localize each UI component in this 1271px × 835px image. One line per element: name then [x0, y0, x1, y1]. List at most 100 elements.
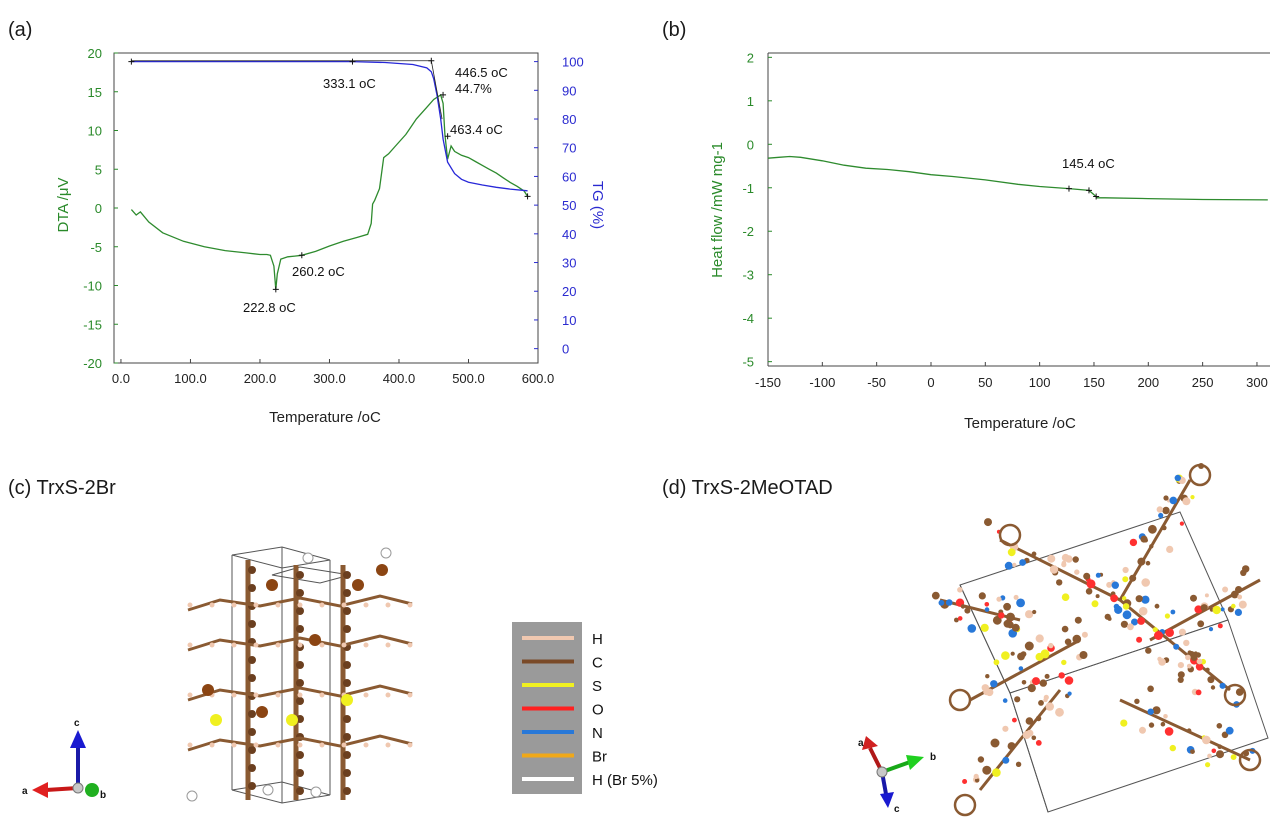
alkyl-chain [187, 634, 413, 652]
atom [977, 756, 985, 763]
atom [343, 769, 351, 777]
atom [1177, 671, 1185, 679]
atom [1238, 600, 1247, 609]
h-atom [363, 642, 369, 648]
atom [984, 607, 990, 612]
h-atom-large [380, 547, 392, 559]
b-ytick-label: 0 [747, 137, 754, 152]
annot-222: 222.8 oC [243, 300, 296, 315]
atom [248, 710, 256, 718]
b-xtick-label: 200 [1137, 375, 1159, 390]
atom [1014, 696, 1021, 703]
legend-label: H [592, 631, 603, 648]
atom [960, 604, 966, 609]
h-atom [187, 642, 193, 648]
h-atom [209, 602, 215, 608]
atom [1055, 707, 1064, 717]
atom [343, 787, 351, 795]
atom [1001, 651, 1010, 660]
atom [1230, 754, 1237, 760]
atom [984, 518, 992, 527]
br-atom [309, 634, 321, 646]
a-y2tick-label: 100 [562, 55, 584, 70]
phenyl-ring [1188, 463, 1212, 487]
atom [1129, 574, 1137, 582]
atom [1148, 524, 1157, 534]
atom [1122, 596, 1127, 601]
atom [248, 656, 256, 664]
atom [1061, 625, 1069, 633]
atom [1183, 639, 1190, 647]
a-ytick-label: 5 [95, 162, 102, 177]
event-marker [428, 57, 435, 64]
atom [1177, 676, 1184, 684]
atom [1114, 605, 1123, 615]
legend-label: C [592, 655, 603, 672]
atom [1065, 555, 1073, 563]
a-ytick-label: -10 [83, 279, 102, 294]
atom [1194, 605, 1203, 614]
atom [1043, 697, 1048, 703]
atom [1095, 594, 1100, 599]
h-atom [319, 692, 325, 698]
atom [1190, 749, 1195, 754]
atom [1091, 600, 1099, 608]
atom [1221, 731, 1229, 739]
atom [1152, 706, 1161, 715]
crystal-structure-d: a b c [858, 463, 1269, 817]
event-marker [1093, 193, 1100, 200]
atom [248, 782, 256, 790]
atom [343, 607, 351, 615]
h-atom [187, 602, 193, 608]
chart-b-x-ticks: -150 -100 -50 0 50 100 150 200 250 300 [755, 362, 1268, 390]
a-y2tick-label: 70 [562, 141, 576, 156]
atom [1134, 698, 1140, 704]
atom [248, 764, 256, 772]
atom [1074, 569, 1080, 575]
chart-a-dta-tg: 0.0 100.0 200.0 300.0 400.0 500.0 600.0 20 15 10… [55, 46, 606, 426]
event-marker [128, 58, 135, 65]
atom [1163, 714, 1168, 719]
atom [1216, 750, 1224, 759]
axis-triad-d: a b c [858, 736, 936, 815]
atom [1095, 572, 1101, 578]
atom [1002, 756, 1010, 764]
atom [1140, 535, 1148, 543]
br-atom [202, 684, 214, 696]
atom [248, 566, 256, 574]
atom [1022, 731, 1031, 739]
atom [296, 589, 304, 597]
atom [964, 607, 971, 614]
atom [1204, 593, 1209, 598]
atom [1212, 605, 1221, 615]
atom [1003, 619, 1012, 628]
atom [1122, 576, 1129, 583]
atom [1164, 613, 1170, 619]
atom [1003, 602, 1011, 611]
atom [1064, 638, 1072, 646]
event-marker [349, 58, 356, 65]
atom [1072, 556, 1079, 563]
h-atom [253, 642, 259, 648]
atom [1120, 620, 1128, 628]
chart-a-y2label: TG (%) [589, 181, 606, 229]
atom [990, 738, 1000, 748]
atom [1045, 702, 1055, 711]
atom [1185, 654, 1191, 661]
atom [296, 697, 304, 705]
atom [1195, 652, 1202, 658]
legend-label: H (Br 5%) [592, 772, 658, 789]
atom [1137, 617, 1145, 625]
h-atom [187, 742, 193, 748]
atom [1196, 658, 1203, 665]
tg-curve [131, 60, 528, 192]
atom [1064, 676, 1074, 685]
h-atom [407, 642, 413, 648]
a-y2tick-label: 60 [562, 169, 576, 184]
atom [1197, 620, 1205, 628]
h-atom [231, 692, 237, 698]
chart-b-xlabel: Temperature /oC [964, 415, 1076, 432]
b-ytick-label: -1 [742, 181, 754, 196]
atom [1032, 609, 1037, 615]
chart-b-dsc: -150 -100 -50 0 50 100 150 200 250 300 2 1 0 -1 -2 -3 -… [709, 50, 1270, 432]
